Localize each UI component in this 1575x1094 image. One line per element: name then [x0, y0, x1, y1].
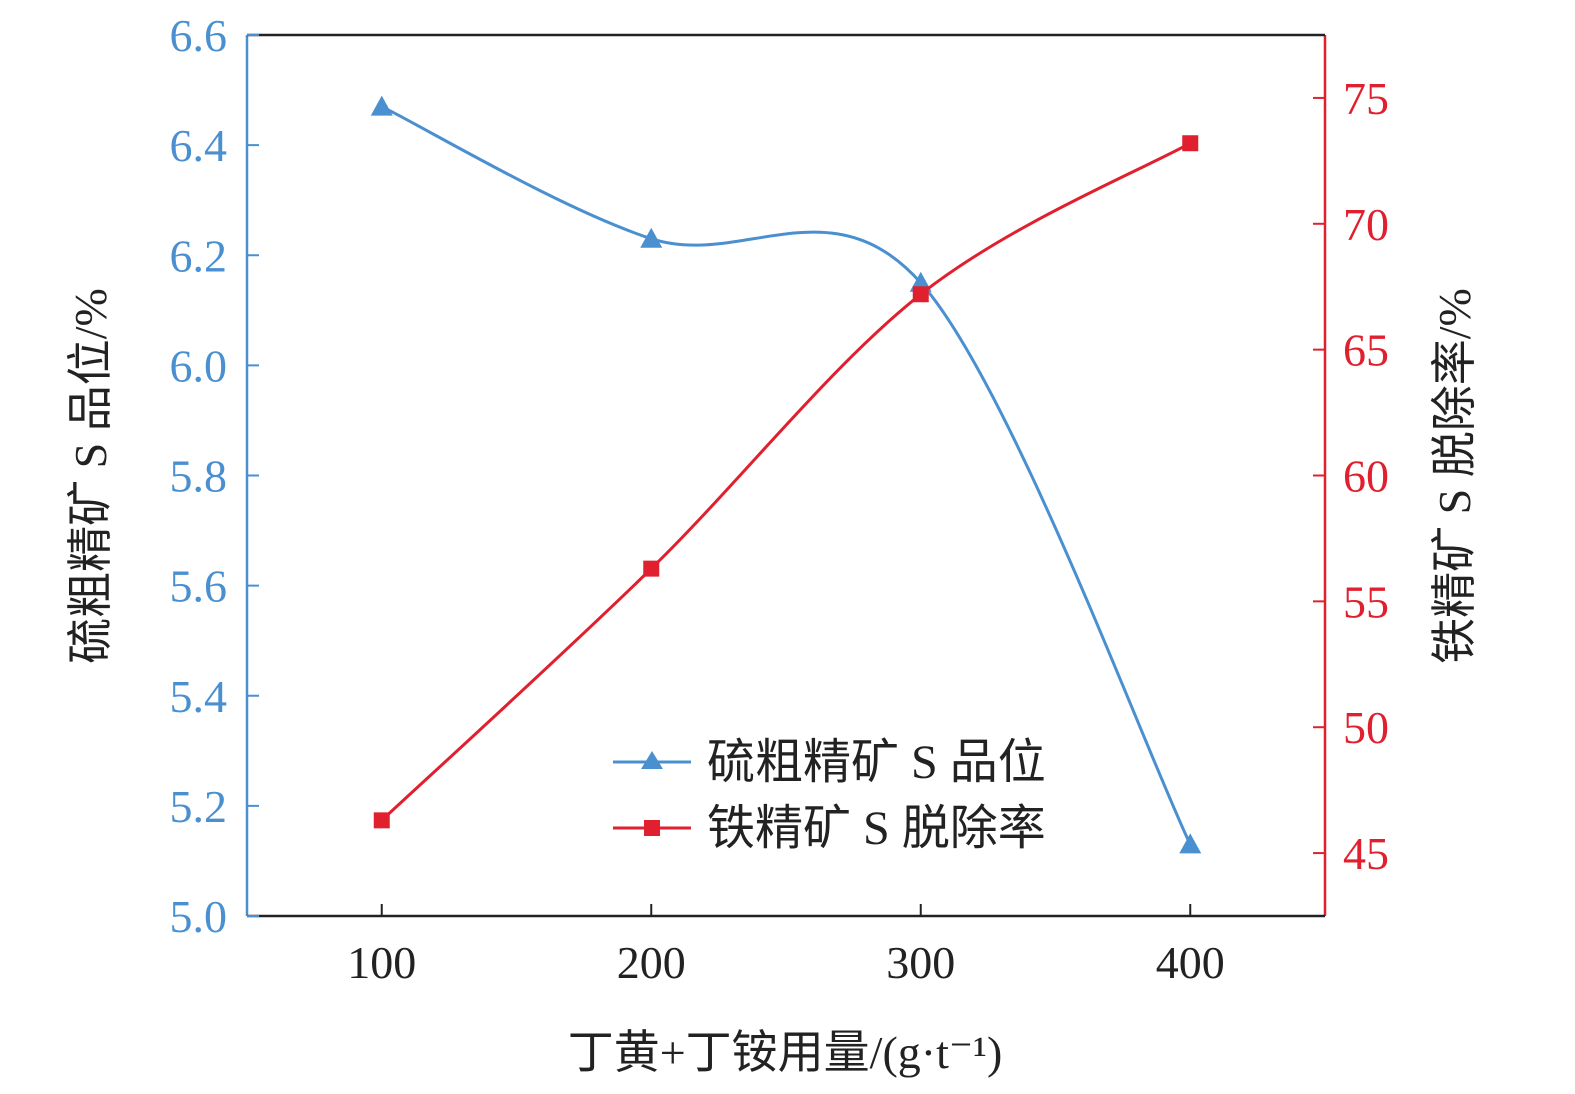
right-y-axis: 45 50 55 60 65 70 75 [1313, 73, 1389, 879]
series-1-point [373, 812, 390, 829]
legend-marker-square [644, 820, 660, 836]
right-y-tick-label: 60 [1343, 451, 1389, 502]
series-0-point [1179, 833, 1202, 854]
legend: 硫粗精矿 S 品位 铁精矿 S 脱除率 [613, 736, 1046, 855]
left-y-tick-label: 5.4 [170, 671, 228, 722]
left-y-tick-label: 5.2 [170, 781, 228, 832]
left-y-axis-title: 硫粗精矿 S 品位/% [65, 288, 116, 664]
series-line-0 [381, 105, 1192, 846]
right-y-axis-title: 铁精矿 S 脱除率/% [1429, 288, 1480, 664]
x-tick-label: 200 [617, 937, 686, 988]
series-0-point [640, 227, 663, 248]
left-y-tick-label: 6.4 [170, 120, 228, 171]
legend-marker-triangle [641, 751, 663, 769]
left-y-axis: 5.0 5.2 5.4 5.6 5.8 6.0 6.2 6.4 6.6 [170, 10, 259, 942]
x-axis: 100 200 300 400 [347, 904, 1225, 988]
left-y-tick-label: 6.2 [170, 230, 228, 281]
x-tick-label: 100 [347, 937, 416, 988]
series-line-1 [380, 141, 1191, 822]
series-1-point [912, 286, 929, 303]
right-y-tick-label: 50 [1343, 702, 1389, 753]
right-y-tick-label: 55 [1343, 576, 1389, 627]
series-1-point [1182, 135, 1199, 152]
right-y-tick-label: 45 [1343, 828, 1389, 879]
right-y-tick-label: 65 [1343, 325, 1389, 376]
series-1-point [643, 560, 660, 577]
right-y-tick-label: 75 [1343, 73, 1389, 124]
left-y-tick-label: 6.0 [170, 340, 228, 391]
x-tick-label: 400 [1156, 937, 1225, 988]
x-tick-label: 300 [886, 937, 955, 988]
left-y-tick-label: 5.8 [170, 451, 228, 502]
series-layer [370, 95, 1202, 854]
legend-label-0: 硫粗精矿 S 品位 [707, 736, 1046, 789]
right-y-tick-label: 70 [1343, 199, 1389, 250]
legend-label-1: 铁精矿 S 脱除率 [707, 802, 1046, 855]
left-y-tick-label: 5.6 [170, 561, 228, 612]
left-y-tick-label: 6.6 [170, 10, 228, 61]
x-axis-title: 丁黄+丁铵用量/(g·t⁻¹) [568, 1027, 1003, 1078]
series-0-point [370, 95, 393, 116]
left-y-tick-label: 5.0 [170, 891, 228, 942]
